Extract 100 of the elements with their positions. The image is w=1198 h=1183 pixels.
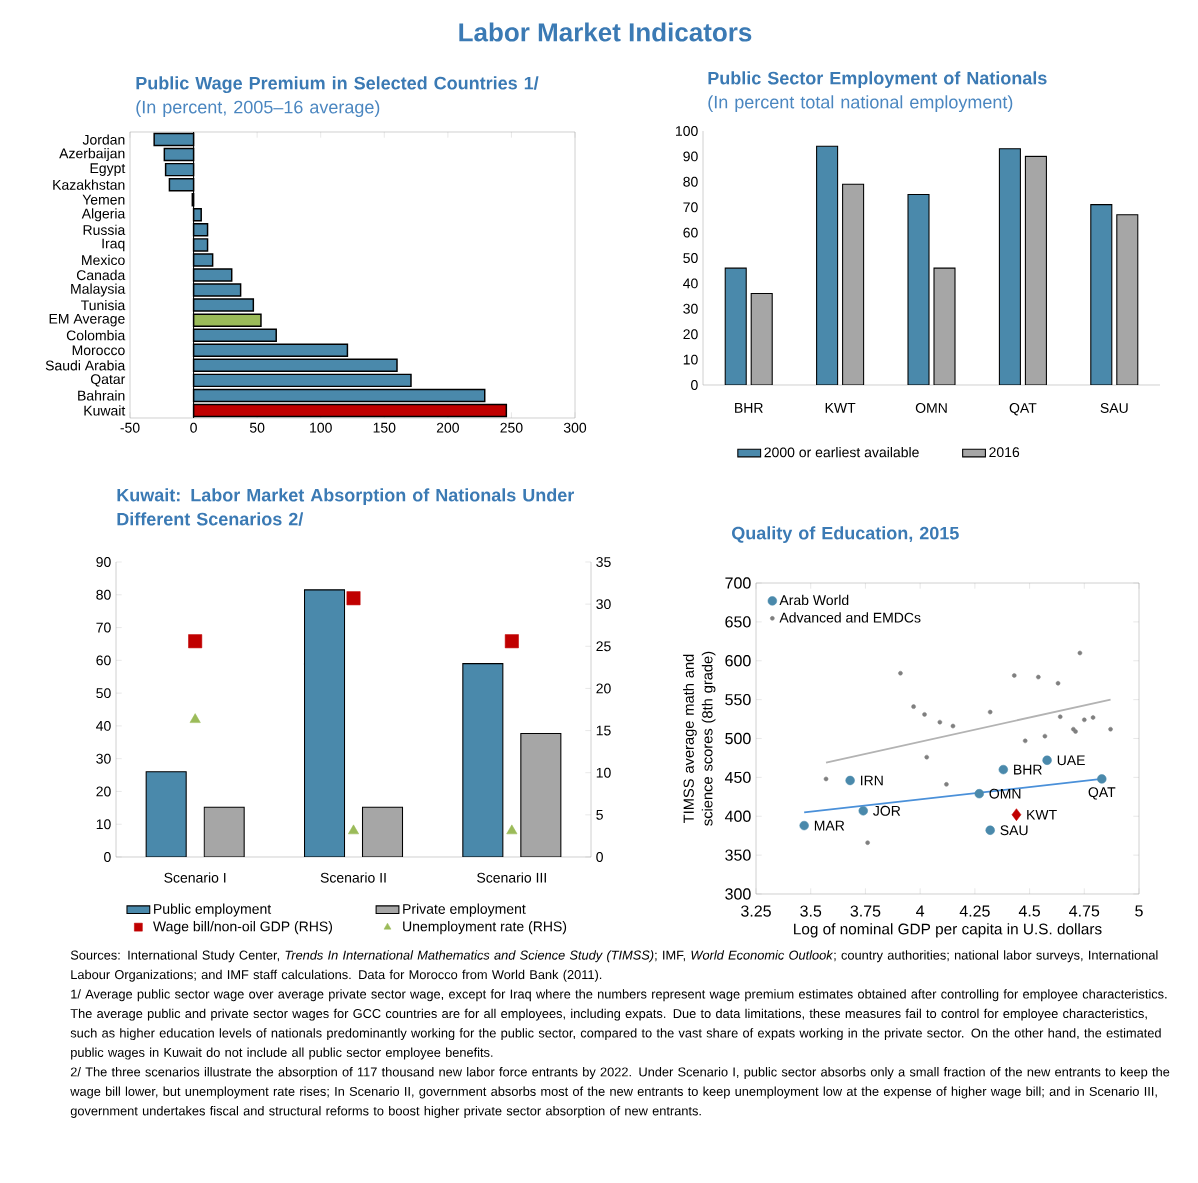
y-tick-label: 30 (96, 753, 111, 764)
y-tick-label: 90 (683, 151, 698, 162)
y-tick-label: Kuwait (84, 405, 126, 416)
y2-tick-label: 20 (596, 683, 611, 694)
chart-subtitle: (In percent, 2005–16 average) (136, 100, 380, 118)
x-axis-title: Log of nominal GDP per capita in U.S. dollars (794, 923, 1102, 938)
y2-tick-label: 0 (596, 852, 603, 862)
text: Sources: International Study Center, Trends In International Mathematics and Science Study (TIMSS); IMF, World Economic Outlook; country authorities; national labor surveys, International Labour Organizations; and IMF staff calculations. Data for Morocco from World Bank (2011). (70, 950, 1158, 982)
annotation: MAR (814, 820, 845, 831)
y-tick-label: 70 (96, 622, 111, 633)
chart-title: Public Wage Premium in Selected Countries 1/ (136, 76, 539, 94)
y-tick-label: Russia (83, 224, 126, 235)
y-tick-label: Iraq (102, 238, 125, 252)
y-tick-label: Malaysia (71, 283, 126, 297)
annotation: KWT (1027, 809, 1057, 820)
y-tick-label: 90 (96, 557, 111, 567)
y-tick-label: 50 (96, 688, 111, 699)
annotation: UAE (1057, 755, 1085, 766)
x-tick-label: 100 (310, 422, 332, 433)
y-tick-label: 650 (725, 616, 751, 628)
x-tick-label: 3.25 (741, 905, 771, 917)
annotation: OMN (989, 788, 1021, 799)
x-tick-label: 300 (563, 422, 587, 433)
y-tick-label: Bahrain (78, 390, 125, 401)
y2-tick-label: 5 (596, 809, 603, 820)
chart-subtitle: (In percent total national employment) (708, 95, 1013, 113)
y-tick-label: 40 (683, 278, 698, 289)
x-tick-label: 5 (1135, 905, 1143, 917)
x-tick-label: 4.75 (1069, 905, 1100, 917)
x-tick-label: 150 (373, 422, 396, 433)
y-tick-label: Tunisia (81, 299, 126, 311)
x-tick-label: KWT (825, 403, 856, 413)
x-tick-label: SAU (1100, 403, 1128, 413)
x-tick-label: Scenario II (320, 872, 386, 883)
annotation: IRN (861, 775, 883, 786)
legend-label: Public employment (154, 903, 272, 917)
x-tick-label: Scenario I (164, 872, 226, 883)
y-tick-label: Morocco (72, 345, 125, 356)
y-tick-label: 450 (724, 771, 751, 784)
y-tick-label: 30 (683, 303, 698, 314)
y2-tick-label: 15 (596, 725, 611, 736)
legend-label: Private employment (403, 903, 526, 917)
y-tick-label: 300 (725, 888, 751, 900)
text: 1/ Average public sector wage over average private sector wage, except for Iraq where the numbers represent wage premium estimates obtained after controlling for employee characteristics. The average public and private sector wages for GCC countries are for all employees, including expats. Due to data limitations, these measures fail to control for employee characteristics, such as higher education levels of nationals predominantly working for the public sector, compared to the vast share of expats working in the private sector. On the other hand, the estimated public wages in Kuwait do not include all public sector employee benefits. (70, 989, 1167, 1060)
text: Labor Market Indicators (459, 22, 752, 42)
y-tick-label: Saudi Arabia (45, 360, 126, 371)
y-tick-label: 20 (96, 786, 111, 797)
x-tick-label: -50 (120, 422, 140, 433)
chart-title: Public Sector Employment of Nationals (708, 71, 1047, 89)
y-tick-label: 10 (96, 819, 111, 830)
chart-title: Kuwait: Labor Market Absorption of Nationals Under Different Scenarios 2/ (117, 488, 575, 526)
y-tick-label: 70 (683, 202, 698, 213)
y-tick-label: Azerbaijan (59, 148, 125, 162)
x-tick-label: BHR (735, 403, 763, 413)
y-tick-label: Jordan (82, 134, 125, 145)
y-tick-label: Yemen (82, 194, 125, 205)
y2-tick-label: 10 (596, 767, 611, 778)
annotation: QAT (1088, 787, 1116, 800)
legend-label: 2000 or earliest available (764, 447, 919, 458)
legend-label: Unemployment rate (RHS) (403, 921, 567, 935)
annotation: SAU (1000, 825, 1028, 836)
y-tick-label: 500 (725, 732, 751, 745)
y-tick-label: Kazakhstan (53, 179, 125, 190)
y-tick-label: 600 (725, 655, 751, 667)
y-tick-label: 100 (676, 126, 698, 136)
y2-tick-label: 25 (596, 641, 611, 652)
x-tick-label: QAT (1009, 403, 1037, 416)
x-tick-label: Scenario III (477, 872, 546, 883)
y-tick-label: 350 (725, 849, 751, 861)
x-tick-label: 3.75 (850, 905, 881, 917)
y-tick-label: Colombia (66, 330, 126, 341)
x-tick-label: 4 (916, 905, 925, 917)
x-tick-label: 4.5 (1018, 905, 1041, 917)
y-tick-label: 400 (724, 810, 751, 822)
x-tick-label: 200 (436, 422, 459, 433)
y-tick-label: Qatar (90, 374, 126, 387)
x-tick-label: 50 (249, 422, 265, 433)
y-tick-label: 60 (96, 655, 111, 666)
y-tick-label: 700 (725, 577, 751, 589)
y-tick-label: 80 (683, 176, 698, 187)
text: 2/ The three scenarios illustrate the absorption of 117 thousand new labor force entrants by 2022. Under Scenario I, public sector absorbs only a small fraction of the new entrants to keep the wage bill lower, but unemployment rate rises; In Scenario II, government absorbs most of the new entrants to keep unemployment low at the expense of higher wage bill; and in Scenario III, government undertakes fiscal and structural reforms to boost higher private sector absorption of new entrants. (70, 1067, 1170, 1118)
y-tick-label: Canada (76, 269, 126, 281)
y2-tick-label: 35 (596, 557, 611, 567)
y-tick-label: Mexico (82, 254, 125, 266)
y-tick-label: EM Average (49, 313, 125, 327)
legend-label: Advanced and EMDCs (779, 612, 921, 623)
y-tick-label: Algeria (81, 208, 126, 222)
chart-title: Quality of Education, 2015 (732, 526, 959, 544)
annotation: BHR (1014, 764, 1042, 775)
y-tick-label: 550 (725, 693, 751, 706)
y-tick-label: 20 (683, 329, 698, 340)
y2-tick-label: 30 (596, 599, 611, 610)
y-tick-label: 40 (96, 720, 111, 731)
y-tick-label: 50 (683, 253, 698, 263)
y-tick-label: 10 (683, 354, 698, 365)
y-tick-label: 60 (683, 227, 698, 238)
x-tick-label: 3.5 (800, 905, 822, 917)
legend-label: 2016 (989, 447, 1020, 458)
x-tick-label: 4.25 (959, 905, 990, 917)
y-axis-title: TIMSS average math and science scores (8th grade) (683, 651, 716, 826)
